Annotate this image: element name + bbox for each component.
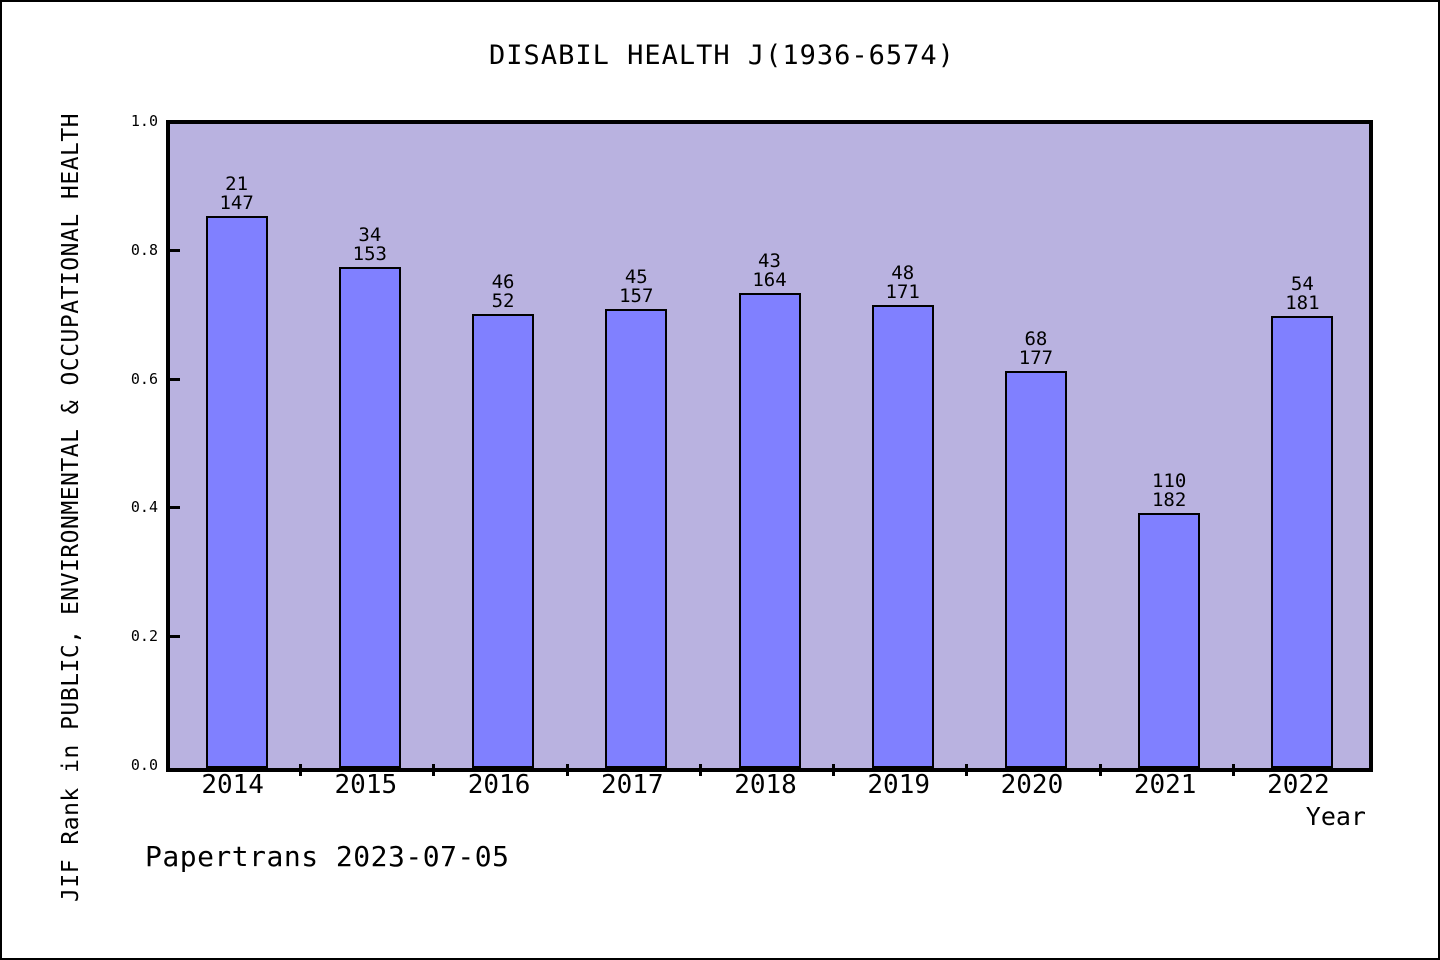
x-tick-2018: 2018 — [734, 770, 797, 800]
bar-label-2017: 45 157 — [619, 265, 654, 307]
y-axis-label-container: JIF Rank in PUBLIC, ENVIRONMENTAL & OCCU… — [54, 2, 94, 902]
bar-2019 — [871, 304, 934, 768]
bar-label-2015: 34 153 — [352, 223, 387, 265]
bar-label-2018: 43 164 — [752, 249, 787, 291]
bar-label-2022: 54 181 — [1285, 272, 1320, 314]
y-tick-1.0: 1.0 — [130, 112, 158, 130]
y-tick-0.6: 0.6 — [130, 369, 158, 388]
bar-2018 — [738, 292, 801, 768]
chart-title: DISABIL HEALTH J(1936-6574) — [489, 40, 955, 71]
bar-2014 — [205, 216, 268, 768]
bar-2017 — [605, 308, 668, 768]
x-tick-mark-2016 — [432, 764, 436, 776]
x-tick-2014: 2014 — [201, 770, 264, 800]
y-tick-mark-0.4 — [166, 506, 180, 510]
x-tick-2022: 2022 — [1267, 770, 1330, 800]
x-tick-mark-2017 — [565, 764, 569, 776]
bar-label-2019: 48 171 — [885, 261, 920, 303]
x-tick-mark-2021 — [1098, 764, 1102, 776]
x-tick-2015: 2015 — [334, 770, 398, 800]
x-tick-mark-2022 — [1231, 764, 1235, 776]
x-tick-2021: 2021 — [1133, 770, 1197, 800]
y-tick-0.2: 0.2 — [130, 627, 158, 646]
x-tick-2019: 2019 — [867, 770, 931, 800]
bar-2020 — [1004, 371, 1067, 768]
bar-2015 — [338, 266, 401, 768]
y-tick-0.0: 0.0 — [130, 756, 158, 774]
y-tick-mark-0.2 — [166, 635, 180, 639]
x-tick-mark-2019 — [832, 764, 836, 776]
x-tick-mark-2020 — [965, 764, 969, 776]
x-axis-tick-labels: 2014 2015 2016 2017 2018 2019 2020 2021 2022 — [166, 770, 1365, 810]
bar-2021 — [1138, 512, 1201, 768]
x-tick-mark-2015 — [299, 764, 303, 776]
x-axis-label: Year — [1305, 802, 1366, 831]
y-tick-0.4: 0.4 — [130, 498, 158, 517]
bar-label-2014: 21 147 — [219, 173, 254, 215]
y-tick-mark-0.6 — [166, 377, 180, 381]
y-tick-mark-0.8 — [166, 248, 180, 252]
bar-2016 — [472, 313, 535, 768]
y-axis-label: JIF Rank in PUBLIC, ENVIRONMENTAL & OCCU… — [58, 112, 84, 902]
x-tick-2016: 2016 — [467, 770, 531, 800]
plot-area: 21 147 34 153 46 52 45 157 43 164 48 171 68 17… — [166, 120, 1373, 772]
y-axis-tick-labels: 0.0 0.2 0.4 0.6 0.8 1.0 — [106, 112, 158, 774]
footer-note: Papertrans 2023-07-05 — [145, 840, 510, 873]
bar-label-2020: 68 177 — [1018, 328, 1054, 370]
plot-inner: 21 147 34 153 46 52 45 157 43 164 48 171 68 17… — [170, 124, 1369, 768]
bar-2022 — [1271, 315, 1334, 768]
x-tick-mark-2018 — [698, 764, 702, 776]
y-tick-0.8: 0.8 — [130, 240, 158, 259]
x-tick-2017: 2017 — [600, 770, 664, 800]
bar-label-2021: 110 182 — [1151, 469, 1187, 511]
x-tick-2020: 2020 — [1000, 770, 1064, 800]
bar-label-2016: 46 52 — [491, 270, 515, 312]
